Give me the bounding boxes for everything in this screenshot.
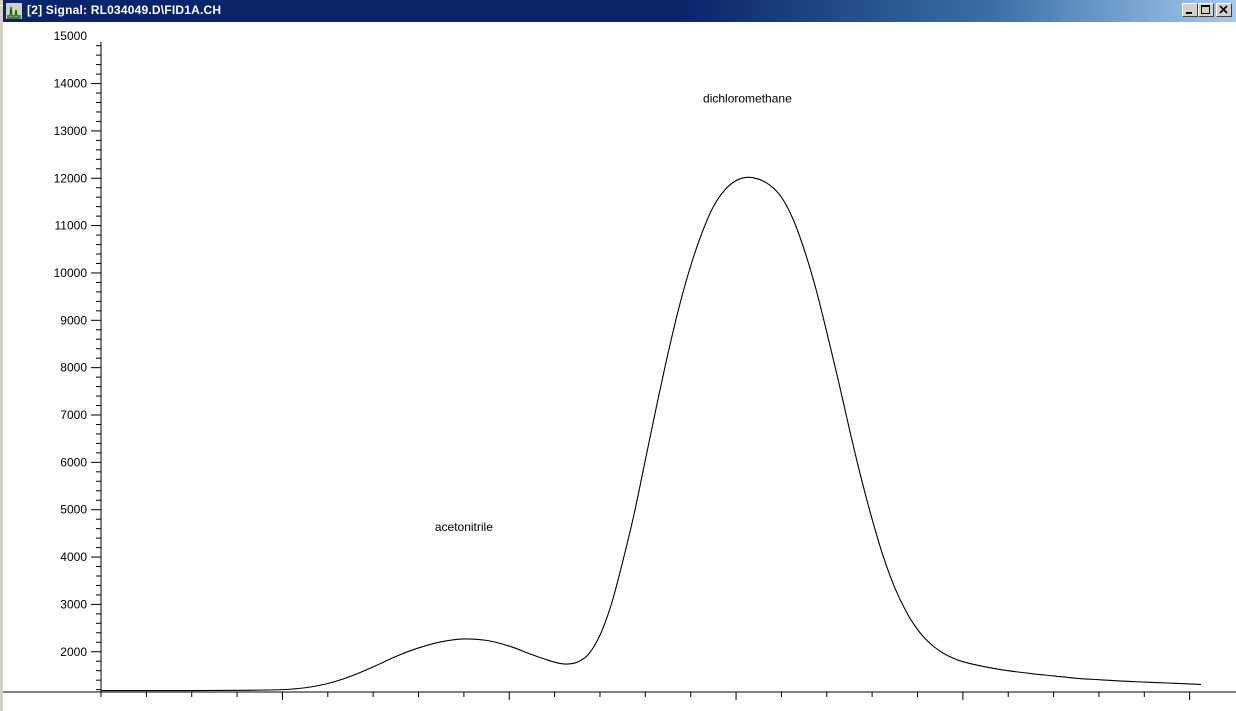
y-tick-label: 5000: [60, 503, 87, 517]
maximize-button[interactable]: [1198, 3, 1214, 17]
y-tick-label: 10000: [54, 266, 88, 280]
y-tick-label: 2000: [60, 645, 87, 659]
close-icon: [1219, 5, 1228, 14]
minimize-icon: [1186, 12, 1192, 14]
y-tick-label: 14000: [54, 77, 88, 91]
chart-svg: 2000 3000 4000 5000 6000 7000 8000 9000 10000 110…: [3, 29, 1236, 703]
y-tick-label: 12000: [54, 171, 88, 185]
chart-annotations: acetonitrile dichloromethane: [435, 91, 792, 534]
title-bar[interactable]: [2] Signal: RL034049.D\FID1A.CH: [3, 0, 1236, 22]
peak-label: acetonitrile: [435, 520, 493, 534]
signal-trace: [100, 176, 1202, 692]
y-tick-label: 9000: [60, 313, 87, 327]
y-tick-label: 7000: [60, 408, 87, 422]
maximize-icon: [1201, 5, 1210, 14]
chart-axes: 2000 3000 4000 5000 6000 7000 8000 9000 10000 110…: [3, 29, 1236, 703]
close-button[interactable]: [1216, 3, 1232, 17]
y-tick-label: 4000: [60, 550, 87, 564]
chromatogram-icon[interactable]: [6, 3, 22, 19]
chromatogram-plot[interactable]: 2000 3000 4000 5000 6000 7000 8000 9000 10000 110…: [3, 22, 1236, 703]
x-tick-label: 4.50: [271, 701, 295, 703]
x-tick-label: 4.60: [498, 701, 522, 703]
y-tick-label: 3000: [60, 597, 87, 611]
y-tick-label: 11000: [55, 219, 88, 233]
peak-label: dichloromethane: [703, 91, 792, 105]
y-tick-label: 13000: [54, 124, 88, 138]
y-tick-label: 8000: [60, 361, 87, 375]
y-tick-label: 6000: [60, 455, 87, 469]
chart-series: [100, 176, 1202, 692]
x-tick-label: 4.70: [724, 701, 748, 703]
x-tick-label: 4.80: [951, 701, 975, 703]
minimize-button[interactable]: [1182, 3, 1198, 17]
y-tick-label: 15000: [54, 29, 88, 43]
window-title: [2] Signal: RL034049.D\FID1A.CH: [27, 3, 222, 17]
